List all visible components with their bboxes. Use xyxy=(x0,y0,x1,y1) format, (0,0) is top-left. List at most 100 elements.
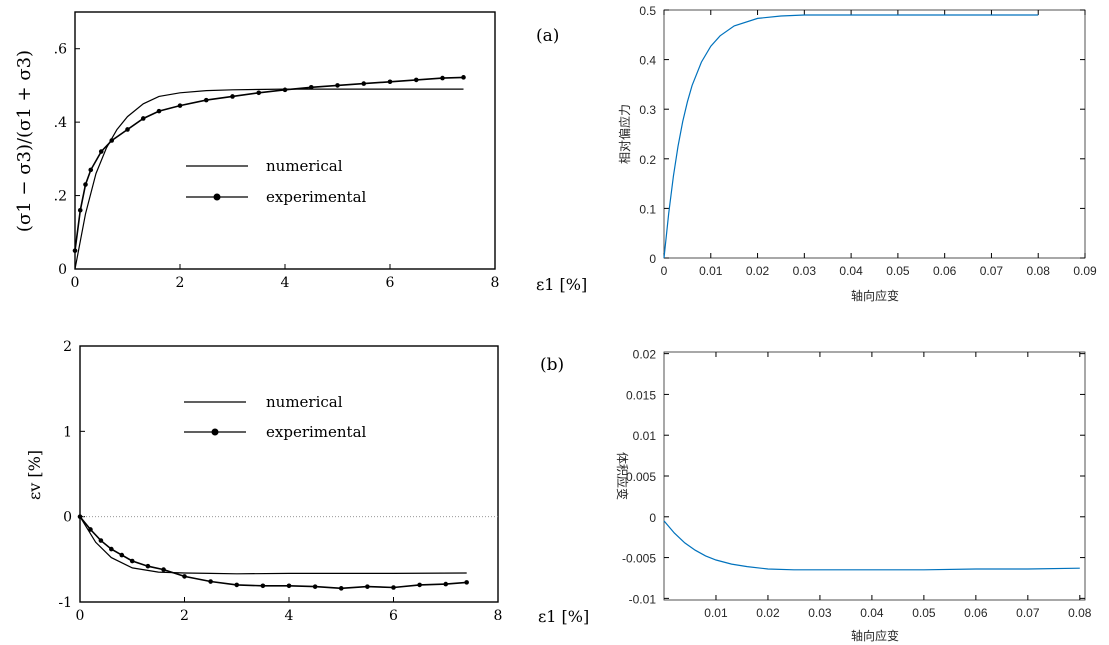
y-tick-label: -0.01 xyxy=(629,592,657,606)
y-tick-label: 0 xyxy=(58,262,67,278)
data-point xyxy=(72,248,78,253)
panel-label-a: (a) xyxy=(536,26,559,46)
legend-label-numerical: numerical xyxy=(266,157,343,175)
x-tick-label: 0 xyxy=(76,608,85,624)
y-tick-label: 0.3 xyxy=(639,103,656,117)
y-axis-label: (σ1 − σ3)/(σ1 + σ3) xyxy=(14,50,35,232)
data-point xyxy=(256,90,262,96)
y-tick-label: 2 xyxy=(63,339,72,355)
y-tick-label: 0 xyxy=(63,510,72,526)
data-point xyxy=(177,103,183,108)
plot-frame xyxy=(663,9,1086,259)
y-axis-label: 相对偏应力 xyxy=(617,104,632,164)
legend-marker-experimental xyxy=(213,193,221,201)
x-tick-label: 0.03 xyxy=(793,264,817,278)
x-tick-label: 0 xyxy=(661,264,668,278)
data-point xyxy=(77,207,83,213)
x-tick-label: 0.03 xyxy=(808,606,832,620)
data-point xyxy=(461,75,466,80)
data-point xyxy=(234,582,240,588)
y-axis-label: εv [%] xyxy=(25,450,44,500)
legend-marker-experimental xyxy=(211,428,219,436)
y-tick-label: 0.015 xyxy=(626,388,656,402)
y-tick-label: 0.005 xyxy=(626,470,656,484)
data-point xyxy=(417,582,422,588)
data-point xyxy=(203,97,209,103)
x-tick-label: 2 xyxy=(180,608,189,624)
series-line-simulation xyxy=(663,14,1039,259)
data-point xyxy=(365,584,370,589)
data-point xyxy=(464,580,469,585)
series-line-experimental xyxy=(79,516,467,590)
y-tick-label: .4 xyxy=(54,115,67,131)
panel-label-b: (b) xyxy=(540,355,564,375)
data-point xyxy=(98,538,104,543)
data-point xyxy=(230,94,235,99)
x-tick-label: 0.09 xyxy=(1073,264,1097,278)
chart-a-right: 0 0.01 0.02 0.03 0.04 0.05 0.06 0.07 0.08 0.09 0 0.… xyxy=(617,4,1097,303)
data-point xyxy=(413,77,419,83)
x-tick-label: 0.02 xyxy=(756,606,780,620)
legend: numerical experimental xyxy=(184,393,367,441)
x-tick-label: 8 xyxy=(494,608,503,624)
chart-a-left: 0 2 4 6 8 0 .2 .4 .6 (a) ε1 [%] (σ1 − σ3)/(σ1 + … xyxy=(14,11,587,294)
x-tick-label: 4 xyxy=(285,608,294,624)
data-point xyxy=(88,527,93,532)
data-point xyxy=(286,583,292,589)
x-axis-label: 轴向应变 xyxy=(851,288,899,303)
data-point xyxy=(129,558,135,564)
x-tick-label: 4 xyxy=(281,275,290,291)
y-tick-label: 0.1 xyxy=(639,202,656,216)
x-tick-label: 2 xyxy=(176,275,185,291)
y-tick-label: 0.02 xyxy=(633,348,657,362)
data-point xyxy=(182,574,187,579)
data-point xyxy=(77,514,83,519)
y-tick-label: 0 xyxy=(649,511,656,525)
data-point xyxy=(208,579,213,584)
data-point xyxy=(335,83,340,88)
x-tick-label: 6 xyxy=(386,275,395,291)
data-point xyxy=(109,546,114,552)
y-tick-label: 0.01 xyxy=(633,429,657,443)
x-tick-label: 0.06 xyxy=(964,606,988,620)
data-point xyxy=(83,182,88,187)
plot-frame xyxy=(79,345,499,603)
x-tick-label: 0.01 xyxy=(704,606,728,620)
x-tick-label: 0 xyxy=(71,275,80,291)
y-tick-label: -1 xyxy=(58,595,72,611)
legend-label-experimental: experimental xyxy=(266,423,367,441)
legend-label-experimental: experimental xyxy=(266,188,367,206)
data-point xyxy=(88,167,94,173)
x-tick-label: 0.06 xyxy=(933,264,957,278)
plot-frame xyxy=(74,11,496,270)
x-tick-label: 0.07 xyxy=(1016,606,1040,620)
data-point xyxy=(391,585,396,590)
x-axis-label: ε1 [%] xyxy=(538,607,589,626)
y-tick-label: .6 xyxy=(54,42,67,58)
x-tick-label: 0.04 xyxy=(860,606,884,620)
y-tick-label: 0.5 xyxy=(639,4,656,18)
x-tick-label: 0.01 xyxy=(699,264,723,278)
data-point xyxy=(312,584,318,589)
data-point xyxy=(145,563,151,569)
x-tick-label: 0.07 xyxy=(980,264,1004,278)
legend: numerical experimental xyxy=(186,157,367,206)
data-point xyxy=(282,87,288,93)
data-point xyxy=(387,79,393,85)
series-line-simulation xyxy=(663,520,1080,571)
x-tick-label: 8 xyxy=(491,275,500,291)
data-point xyxy=(109,138,115,143)
data-point xyxy=(98,149,104,154)
chart-b-right: 0.01 0.02 0.03 0.04 0.05 0.06 0.07 0.08 -0.01 -0.… xyxy=(615,348,1092,643)
x-tick-label: 0.04 xyxy=(839,264,863,278)
x-tick-label: 0.08 xyxy=(1068,606,1092,620)
data-point xyxy=(443,581,449,587)
data-point xyxy=(260,583,266,589)
x-tick-label: 0.05 xyxy=(886,264,910,278)
data-point xyxy=(338,586,344,591)
x-tick-label: 0.08 xyxy=(1027,264,1051,278)
data-point xyxy=(361,81,367,86)
y-tick-label: 0 xyxy=(649,252,656,266)
